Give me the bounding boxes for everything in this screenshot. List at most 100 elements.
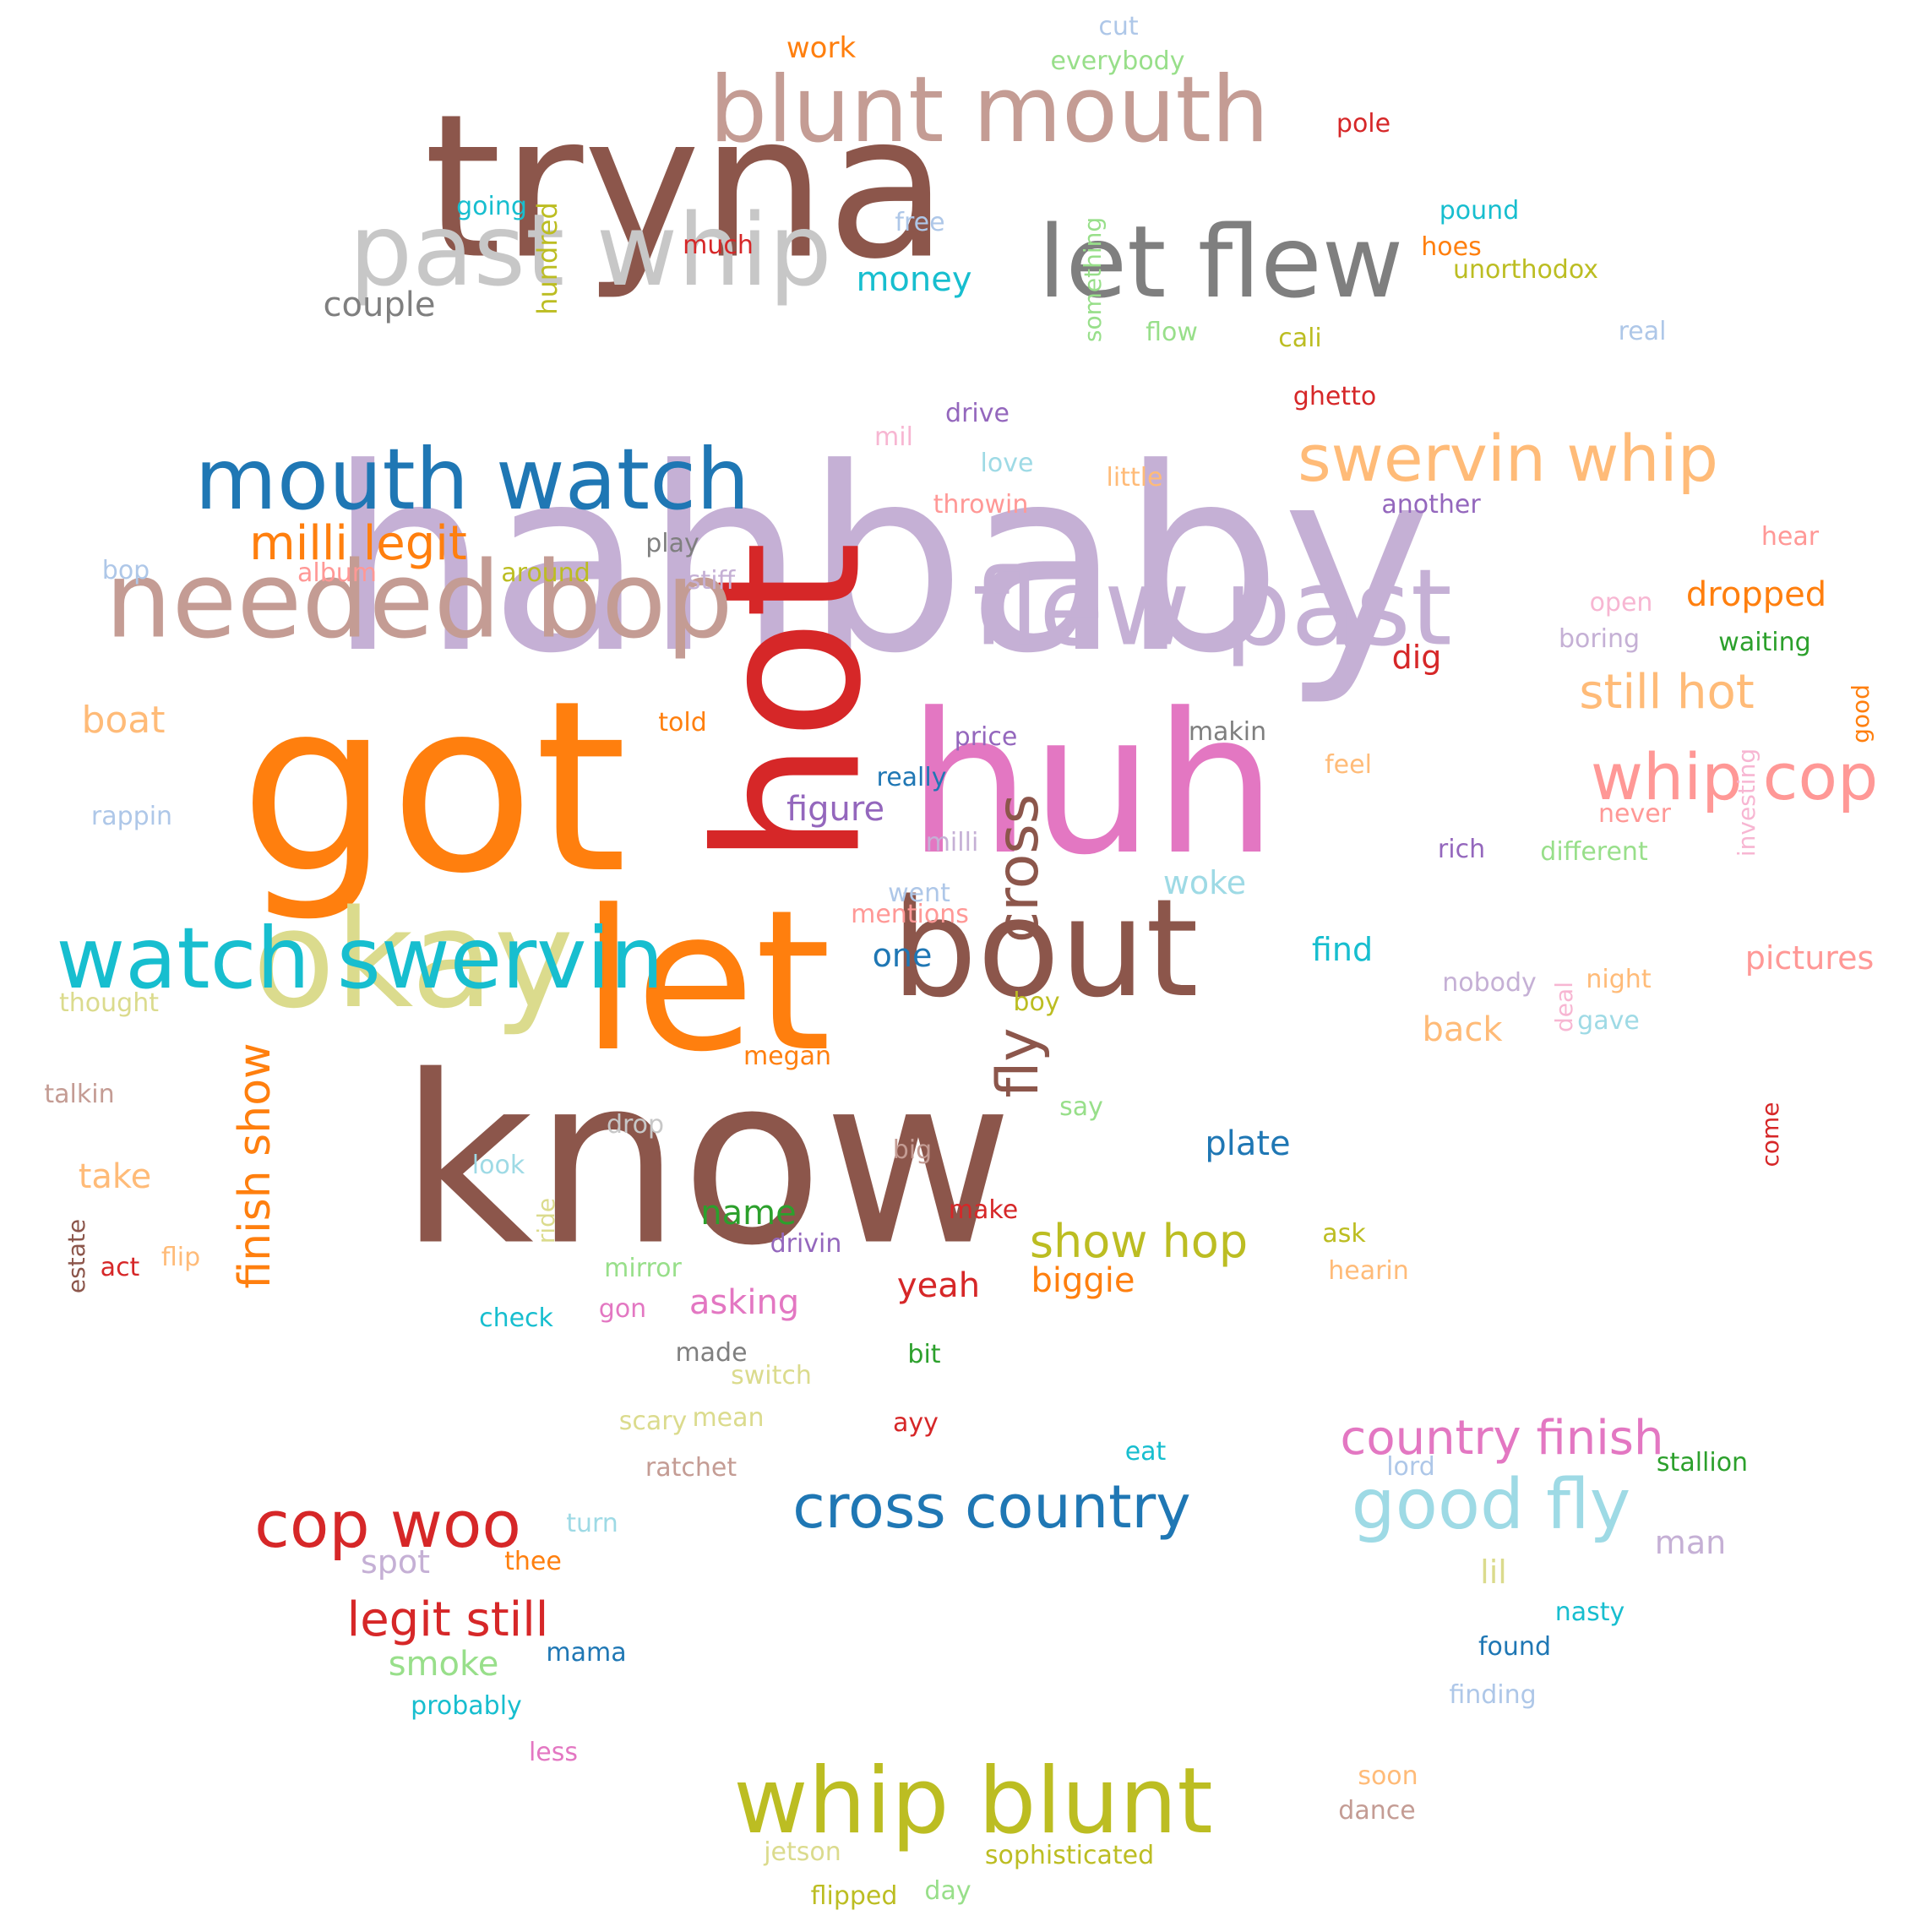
cloud-word-pound: pound: [1439, 196, 1520, 226]
cloud-word-never: never: [1597, 799, 1672, 829]
cloud-word-open: open: [1589, 588, 1653, 618]
cloud-word-bout: bout: [891, 869, 1199, 1027]
cloud-word-lil: lil: [1480, 1554, 1507, 1591]
cloud-word-jetson: jetson: [764, 1837, 841, 1867]
cloud-word-gave: gave: [1577, 1006, 1640, 1036]
cloud-word-milli: milli: [925, 828, 979, 857]
cloud-word-still-hot: still hot: [1579, 665, 1755, 720]
cloud-word-couple: couple: [323, 286, 436, 324]
cloud-word-figure: figure: [786, 790, 885, 829]
cloud-word-turn: turn: [566, 1509, 618, 1538]
cloud-word-make: make: [948, 1195, 1019, 1225]
cloud-word-price: price: [954, 722, 1018, 752]
cloud-word-dance: dance: [1338, 1796, 1416, 1826]
cloud-word-cop-woo: cop woo: [254, 1487, 521, 1562]
cloud-word-cut: cut: [1098, 12, 1139, 41]
cloud-word-talkin: talkin: [44, 1080, 115, 1109]
cloud-word-waiting: waiting: [1718, 628, 1811, 657]
cloud-word-really: really: [876, 763, 947, 792]
cloud-word-free: free: [895, 208, 945, 237]
cloud-word-swervin-whip: swervin whip: [1298, 421, 1718, 496]
cloud-word-estate: estate: [63, 1218, 90, 1294]
cloud-word-nasty: nasty: [1554, 1597, 1625, 1627]
cloud-word-deal: deal: [1550, 982, 1578, 1032]
cloud-word-come: come: [1756, 1102, 1784, 1167]
cloud-word-cross: cross: [985, 793, 1052, 944]
cloud-word-good: good: [1847, 684, 1875, 743]
cloud-word-huh: huh: [907, 672, 1277, 898]
cloud-word-take: take: [78, 1157, 152, 1196]
cloud-word-bit: bit: [907, 1340, 941, 1369]
cloud-word-different: different: [1540, 837, 1648, 867]
cloud-word-blunt-mouth: blunt mouth: [709, 57, 1270, 163]
cloud-word-act: act: [100, 1253, 140, 1282]
cloud-word-hear: hear: [1761, 522, 1820, 552]
cloud-word-mirror: mirror: [604, 1254, 682, 1283]
cloud-word-drivin: drivin: [770, 1229, 842, 1259]
cloud-word-feel: feel: [1325, 750, 1372, 780]
cloud-word-much: much: [683, 231, 754, 260]
cloud-word-told: told: [658, 708, 707, 737]
cloud-word-boy: boy: [1013, 988, 1060, 1017]
cloud-word-rappin: rappin: [90, 802, 173, 831]
cloud-word-little: little: [1106, 463, 1163, 493]
cloud-word-made: made: [675, 1338, 748, 1368]
cloud-word-country-finish: country finish: [1340, 1411, 1664, 1466]
cloud-word-work: work: [786, 31, 857, 65]
cloud-word-yeah: yeah: [896, 1266, 981, 1305]
cloud-word-say: say: [1059, 1092, 1103, 1122]
cloud-word-megan: megan: [743, 1042, 832, 1071]
cloud-word-good-fly: good fly: [1351, 1465, 1631, 1545]
cloud-word-gon: gon: [598, 1294, 647, 1324]
cloud-word-smoke: smoke: [388, 1645, 499, 1684]
cloud-word-let: let: [581, 869, 831, 1095]
cloud-word-switch: switch: [731, 1361, 812, 1390]
cloud-word-flipped: flipped: [810, 1881, 898, 1911]
cloud-word-mentions: mentions: [851, 900, 969, 929]
cloud-word-ayy: ayy: [893, 1408, 939, 1438]
cloud-word-thought: thought: [59, 988, 159, 1018]
cloud-word-find: find: [1311, 931, 1374, 968]
cloud-word-legit-still: legit still: [346, 1592, 549, 1647]
cloud-word-asking: asking: [688, 1283, 800, 1322]
cloud-word-makin: makin: [1188, 717, 1267, 747]
cloud-word-name: name: [700, 1194, 797, 1233]
cloud-word-fly: fly: [985, 1027, 1052, 1098]
cloud-word-drop: drop: [606, 1110, 665, 1140]
cloud-word-mama: mama: [546, 1638, 627, 1668]
cloud-word-milli-legit: milli legit: [249, 516, 467, 571]
cloud-word-man: man: [1654, 1524, 1727, 1561]
cloud-word-spot: spot: [360, 1543, 431, 1581]
cloud-word-throwin: throwin: [933, 490, 1029, 520]
cloud-word-soon: soon: [1358, 1761, 1418, 1791]
cloud-word-went: went: [888, 879, 950, 908]
cloud-word-got: got: [239, 650, 628, 926]
cloud-word-flew-past: flew past: [972, 547, 1452, 670]
cloud-word-scary: scary: [618, 1407, 688, 1436]
cloud-word-less: less: [528, 1738, 579, 1767]
cloud-word-another: another: [1381, 490, 1481, 520]
cloud-word-lord: lord: [1386, 1452, 1435, 1482]
cloud-word-night: night: [1586, 965, 1652, 994]
cloud-word-mil: mil: [874, 422, 913, 452]
cloud-word-nobody: nobody: [1442, 968, 1537, 998]
cloud-word-let-flew: let flew: [1037, 204, 1404, 320]
cloud-word-bop: bop: [101, 556, 150, 585]
cloud-word-sophisticated: sophisticated: [984, 1841, 1155, 1870]
cloud-word-love: love: [980, 449, 1034, 478]
cloud-word-boring: boring: [1558, 624, 1641, 654]
cloud-word-play: play: [645, 529, 699, 558]
cloud-word-rich: rich: [1437, 835, 1486, 864]
cloud-word-flip: flip: [161, 1243, 201, 1272]
cloud-word-look: look: [471, 1151, 525, 1180]
cloud-word-flow: flow: [1146, 318, 1198, 347]
cloud-word-cross-country: cross country: [792, 1472, 1191, 1542]
cloud-word-pole: pole: [1336, 109, 1391, 139]
cloud-word-boat: boat: [81, 699, 166, 742]
cloud-word-mouth-watch: mouth watch: [194, 430, 750, 529]
cloud-word-ask: ask: [1322, 1219, 1366, 1249]
cloud-word-plate: plate: [1205, 1124, 1291, 1163]
cloud-word-hearin: hearin: [1328, 1256, 1409, 1286]
cloud-word-ratchet: ratchet: [645, 1453, 737, 1483]
